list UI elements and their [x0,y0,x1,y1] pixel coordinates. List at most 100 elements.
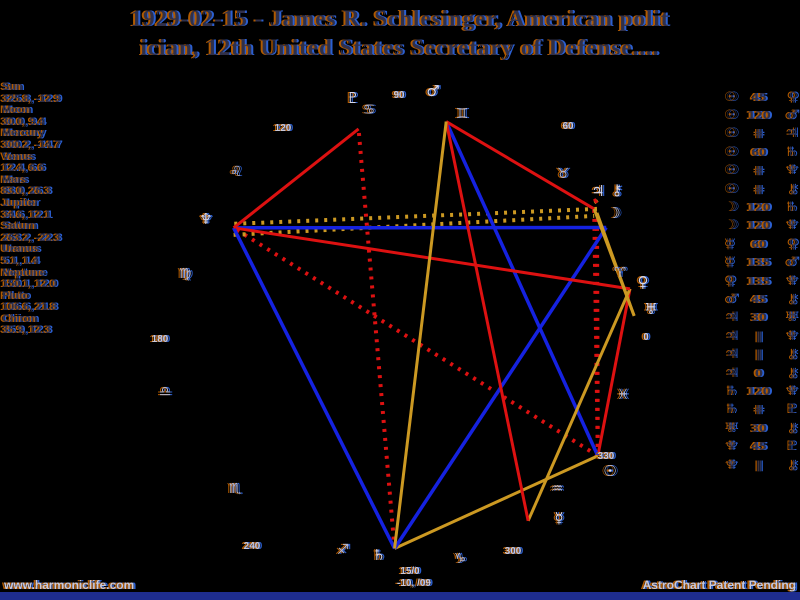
neptune-glyph-icon: ♆ [786,273,798,289]
planet-coords-jupiter: 34.6, 12.1 [2,208,51,221]
aspect-angle-label: 30 [751,421,767,435]
degree-label-180: 180 [152,334,169,345]
patent-pending-label: AstroChart Patent Pending [642,578,796,592]
pluto-glyph-icon: ♇ [786,439,798,455]
aspect-angle-label: ∥ [756,458,762,472]
zodiac-sign-sagittarius-icon: ♐ [337,542,350,558]
aspect-row: ☉ 45 ♀ [726,88,798,106]
degree-label-60: 60 [562,121,574,132]
chiron-glyph-icon: ⚷ [788,347,798,363]
zodiac-sign-virgo-icon: ♍ [179,266,192,282]
planet-name-mercury: Mercury [2,127,45,140]
degree-label-330: 330 [598,451,615,462]
aspect-angle-label: ⋕ [754,403,764,417]
zodiac-sign-aquarius-icon: ♒ [551,481,564,497]
zodiac-sign-gemini-icon: ♊ [456,106,469,122]
aspect-line-venus-neptune [233,226,631,291]
jupiter-glyph-icon: ♃ [726,310,738,326]
page-title: 1929-02-15 - James R. Schlesinger, Ameri… [0,4,800,62]
planet-chiron-glyph-icon: ⚷ [612,181,623,199]
sun-glyph-icon: ☉ [726,163,738,179]
aspect-angle-label: ⋕ [754,182,764,196]
zodiac-sign-capricorn-icon: ♑ [454,551,467,567]
saturn-glyph-icon: ♄ [726,402,738,418]
degree-label-300: 300 [505,546,522,557]
uranus-glyph-icon: ♅ [786,310,798,326]
aspect-angle-label: ⋕ [754,127,764,141]
degree-label-90: 90 [393,90,405,101]
planet-mercury-glyph-icon: ☿ [554,509,563,527]
moon-glyph-icon: ☽ [726,218,738,234]
aspect-row: ☿ 60 ♀ [726,235,798,253]
sun-glyph-icon: ☉ [726,181,738,197]
zodiac-sign-pisces-icon: ♓ [617,387,630,403]
planet-neptune-glyph-icon: ♆ [199,210,212,228]
planet-coords-saturn: 263.2, -22.3 [2,231,61,244]
aspect-angle-label: 30 [751,311,767,325]
zodiac-sign-cancer-icon: ♋ [363,102,376,118]
mercury-glyph-icon: ☿ [726,236,734,252]
planet-name-jupiter: Jupiter [2,196,39,209]
planet-saturn-glyph-icon: ♄ [372,546,385,564]
aspect-line-neptune-chiron [233,213,595,237]
planet-name-moon: Moon [2,104,32,117]
aspect-row: ☉ ⋕ ♆ [726,162,798,180]
aspect-angle-label: 60 [751,145,767,159]
aspect-row: ♄ 120 ♆ [726,382,798,400]
planet-coords-uranus: 5.1, 1.4 [2,254,39,267]
neptune-glyph-icon: ♆ [786,163,798,179]
aspect-row: ♃ 30 ♅ [726,309,798,327]
degree-label-240: 240 [244,541,261,552]
planet-name-sun: Sun [2,81,23,93]
chiron-glyph-icon: ⚷ [788,365,798,381]
aspect-line-mars-saturn-opp [393,121,448,549]
planet-name-uranus: Uranus [2,243,40,256]
aspect-row: ♂ 45 ⚷ [726,290,798,308]
aspect-row: ☽ 120 ♆ [726,217,798,235]
aspect-angle-label: 135 [747,256,771,270]
neptune-glyph-icon: ♆ [726,439,738,455]
aspect-line-sun-venus [596,288,632,457]
aspect-angle-label: 135 [747,274,771,288]
planet-name-pluto: Pluto [2,289,30,302]
planet-uranus-glyph-icon: ♅ [644,300,657,318]
venus-glyph-icon: ♀ [788,236,798,252]
planet-coords-venus: 12.4, 6.6 [2,162,45,175]
planet-position-panel: Sun 325.8, -12.9 Moon 30.0, 9.4 Mercury 300.2… [2,81,112,337]
aspect-line-mercury-venus [526,288,632,522]
aspect-row: ♃ 0 ⚷ [726,364,798,382]
website-link: www.harmoniclife.com [4,578,135,592]
neptune-glyph-icon: ♆ [726,457,738,473]
jupiter-glyph-icon: ♃ [726,328,738,344]
planet-name-chiron: Chiron [2,312,38,325]
sun-glyph-icon: ☉ [726,144,738,160]
saturn-glyph-icon: ♄ [726,383,738,399]
aspect-line-jupiter-chiron [592,198,599,204]
venus-glyph-icon: ♀ [788,89,798,105]
degree-label-0: 0 [643,332,649,343]
aspect-angle-label: ∥ [756,348,762,362]
bottom-bar [0,592,800,600]
aspect-row: ♄ ⋕ ♇ [726,401,798,419]
aspect-angle-label: ⋕ [754,164,764,178]
aspect-angle-label: 120 [747,219,771,233]
planet-jupiter-glyph-icon: ♃ [591,182,604,200]
planet-coords-pluto: 106.6, 21.8 [2,301,58,314]
chiron-glyph-icon: ⚷ [788,420,798,436]
chiron-glyph-icon: ⚷ [788,457,798,473]
planet-coords-mercury: 300.2, -14.7 [2,138,61,151]
bottom-point-label-1: 15/0 [400,566,420,577]
neptune-glyph-icon: ♆ [786,218,798,234]
aspect-row: ☉ ⋕ ⚷ [726,180,798,198]
aspect-angle-label: 120 [747,384,771,398]
sun-glyph-icon: ☉ [726,107,738,123]
mercury-glyph-icon: ☿ [726,255,734,271]
pluto-glyph-icon: ♇ [786,402,798,418]
aspect-row: ☿ 135 ♂ [726,254,798,272]
aspect-angle-label: ∥ [756,329,762,343]
jupiter-glyph-icon: ♃ [786,126,798,142]
zodiac-sign-scorpio-icon: ♏ [229,481,242,497]
aspect-row: ♆ 45 ♇ [726,438,798,456]
